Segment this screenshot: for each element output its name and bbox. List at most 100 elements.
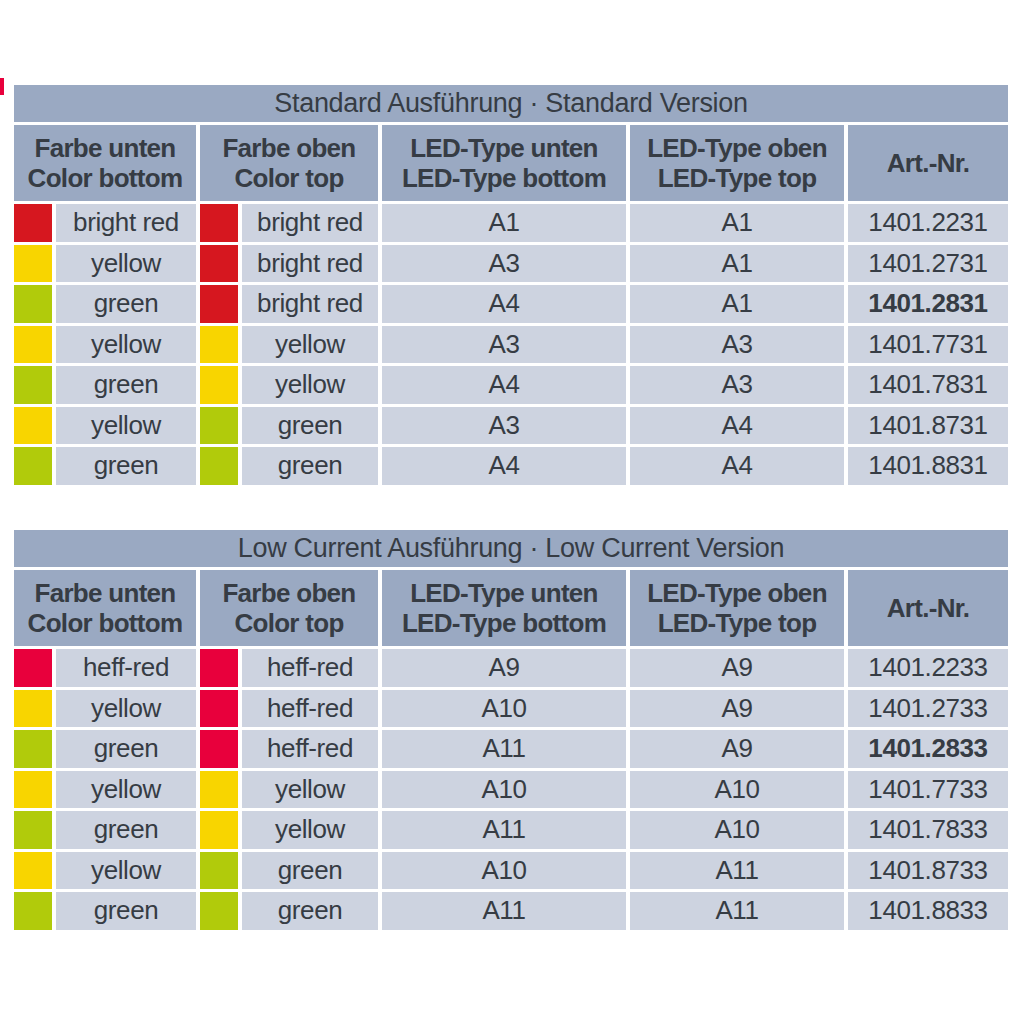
color-swatch-bottom: [14, 366, 52, 404]
art-nr-value: 1401.2233: [848, 649, 1008, 687]
color-swatch-bottom: [14, 730, 52, 768]
led-type-top-value: A4: [630, 447, 844, 485]
led-type-top-value: A9: [630, 730, 844, 768]
color-label-bottom: yellow: [56, 690, 196, 728]
led-type-top-value: A3: [630, 326, 844, 364]
art-nr-value: 1401.2833: [848, 730, 1008, 768]
color-swatch-bottom: [14, 245, 52, 283]
column-header-color-top: Farbe oben Color top: [200, 125, 378, 201]
led-type-bottom-value: A10: [382, 852, 626, 890]
color-swatch-top: [200, 690, 238, 728]
page-edge-mark: [0, 78, 4, 95]
led-type-top-value: A1: [630, 204, 844, 242]
column-header-color-top: Farbe oben Color top: [200, 570, 378, 646]
art-nr-value: 1401.2733: [848, 690, 1008, 728]
led-type-bottom-value: A10: [382, 690, 626, 728]
color-swatch-top: [200, 326, 238, 364]
header-line-en: LED-Type top: [658, 163, 817, 193]
art-nr-value: 1401.7833: [848, 811, 1008, 849]
header-line-en: Color bottom: [28, 163, 183, 193]
column-header-art-nr: Art.-Nr.: [848, 570, 1008, 646]
header-line-de: Farbe unten: [34, 578, 175, 608]
art-nr-value: 1401.8831: [848, 447, 1008, 485]
color-label-top: heff-red: [242, 649, 378, 687]
color-label-bottom: yellow: [56, 245, 196, 283]
color-label-bottom: green: [56, 811, 196, 849]
color-label-top: yellow: [242, 326, 378, 364]
color-label-top: green: [242, 407, 378, 445]
color-label-bottom: green: [56, 285, 196, 323]
art-nr-value: 1401.8731: [848, 407, 1008, 445]
column-header-led-type-bottom: LED-Type unten LED-Type bottom: [382, 125, 626, 201]
header-line-de: Farbe oben: [222, 578, 355, 608]
color-label-bottom: green: [56, 730, 196, 768]
led-type-top-value: A4: [630, 407, 844, 445]
color-swatch-top: [200, 852, 238, 890]
art-nr-value: 1401.2831: [848, 285, 1008, 323]
color-swatch-bottom: [14, 447, 52, 485]
color-label-top: yellow: [242, 771, 378, 809]
color-swatch-bottom: [14, 407, 52, 445]
led-type-top-value: A11: [630, 892, 844, 930]
color-label-top: bright red: [242, 245, 378, 283]
table-title-standard: Standard Ausführung · Standard Version: [14, 85, 1008, 122]
color-label-top: heff-red: [242, 690, 378, 728]
color-label-bottom: yellow: [56, 407, 196, 445]
header-line-en: LED-Type top: [658, 608, 817, 638]
color-label-top: green: [242, 447, 378, 485]
color-swatch-bottom: [14, 852, 52, 890]
led-type-bottom-value: A1: [382, 204, 626, 242]
header-line-en: LED-Type bottom: [402, 608, 606, 638]
color-label-top: yellow: [242, 811, 378, 849]
led-type-bottom-value: A3: [382, 407, 626, 445]
led-type-bottom-value: A10: [382, 771, 626, 809]
color-label-top: yellow: [242, 366, 378, 404]
led-type-top-value: A3: [630, 366, 844, 404]
color-swatch-top: [200, 285, 238, 323]
header-line-de: Art.-Nr.: [887, 148, 970, 178]
led-type-bottom-value: A3: [382, 326, 626, 364]
header-line-de: LED-Type unten: [410, 578, 598, 608]
color-label-bottom: green: [56, 447, 196, 485]
color-swatch-top: [200, 366, 238, 404]
led-type-bottom-value: A3: [382, 245, 626, 283]
color-swatch-bottom: [14, 771, 52, 809]
header-line-de: LED-Type oben: [647, 133, 827, 163]
header-line-en: LED-Type bottom: [402, 163, 606, 193]
led-type-bottom-value: A11: [382, 892, 626, 930]
column-header-led-type-top: LED-Type oben LED-Type top: [630, 125, 844, 201]
color-swatch-bottom: [14, 649, 52, 687]
color-label-bottom: green: [56, 366, 196, 404]
color-label-bottom: yellow: [56, 771, 196, 809]
color-swatch-top: [200, 730, 238, 768]
art-nr-value: 1401.2231: [848, 204, 1008, 242]
column-header-led-type-bottom: LED-Type unten LED-Type bottom: [382, 570, 626, 646]
art-nr-value: 1401.2731: [848, 245, 1008, 283]
color-label-bottom: green: [56, 892, 196, 930]
color-label-bottom: yellow: [56, 852, 196, 890]
color-swatch-top: [200, 204, 238, 242]
led-type-top-value: A1: [630, 245, 844, 283]
header-line-en: Color bottom: [28, 608, 183, 638]
led-type-bottom-value: A4: [382, 447, 626, 485]
color-swatch-top: [200, 811, 238, 849]
color-swatch-bottom: [14, 285, 52, 323]
standard-version-table: Standard Ausführung · Standard Version F…: [14, 85, 1010, 485]
led-type-bottom-value: A4: [382, 366, 626, 404]
color-swatch-top: [200, 649, 238, 687]
header-line-de: Farbe unten: [34, 133, 175, 163]
color-label-bottom: heff-red: [56, 649, 196, 687]
color-label-top: green: [242, 892, 378, 930]
art-nr-value: 1401.7731: [848, 326, 1008, 364]
column-header-color-bottom: Farbe unten Color bottom: [14, 570, 196, 646]
low-current-version-table: Low Current Ausführung · Low Current Ver…: [14, 530, 1010, 930]
led-type-bottom-value: A11: [382, 811, 626, 849]
table-title-low-current: Low Current Ausführung · Low Current Ver…: [14, 530, 1008, 567]
color-label-bottom: yellow: [56, 326, 196, 364]
header-line-de: LED-Type oben: [647, 578, 827, 608]
color-label-top: bright red: [242, 285, 378, 323]
color-swatch-bottom: [14, 326, 52, 364]
color-swatch-top: [200, 771, 238, 809]
led-type-top-value: A9: [630, 690, 844, 728]
header-line-de: Farbe oben: [222, 133, 355, 163]
